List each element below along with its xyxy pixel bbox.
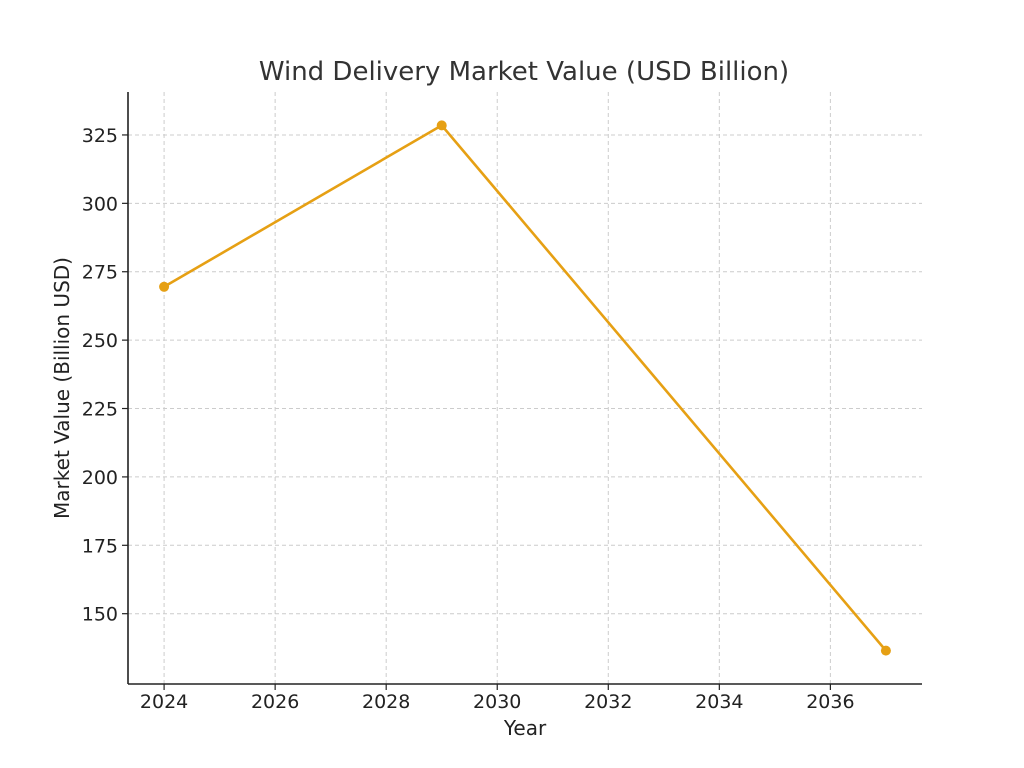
- data-point: [159, 281, 170, 292]
- x-tick-label: 2032: [584, 691, 632, 713]
- series-layer: [159, 120, 891, 656]
- y-tick-label: 175: [82, 535, 118, 557]
- axis-ticks: 2024 2026 2028 2030 2032 2034 2036 150 175 200 225…: [82, 125, 855, 713]
- data-point: [880, 645, 891, 656]
- y-tick-label: 200: [82, 467, 118, 489]
- y-tick-label: 275: [82, 262, 118, 284]
- x-tick-label: 2036: [806, 691, 854, 713]
- y-tick-label: 225: [82, 399, 118, 421]
- x-tick-label: 2024: [140, 691, 188, 713]
- x-axis-label: Year: [503, 716, 547, 740]
- y-tick-label: 325: [82, 125, 118, 147]
- y-tick-label: 150: [82, 604, 118, 626]
- chart-title: Wind Delivery Market Value (USD Billion): [259, 57, 789, 87]
- y-axis-label: Market Value (Billion USD): [50, 257, 74, 519]
- y-tick-label: 250: [82, 330, 118, 352]
- x-tick-label: 2026: [251, 691, 299, 713]
- y-tick-label: 300: [82, 193, 118, 215]
- series-line: [163, 124, 887, 652]
- x-tick-label: 2030: [473, 691, 521, 713]
- grid: [128, 92, 922, 684]
- x-tick-label: 2028: [362, 691, 410, 713]
- data-point: [436, 120, 447, 131]
- x-tick-label: 2034: [695, 691, 743, 713]
